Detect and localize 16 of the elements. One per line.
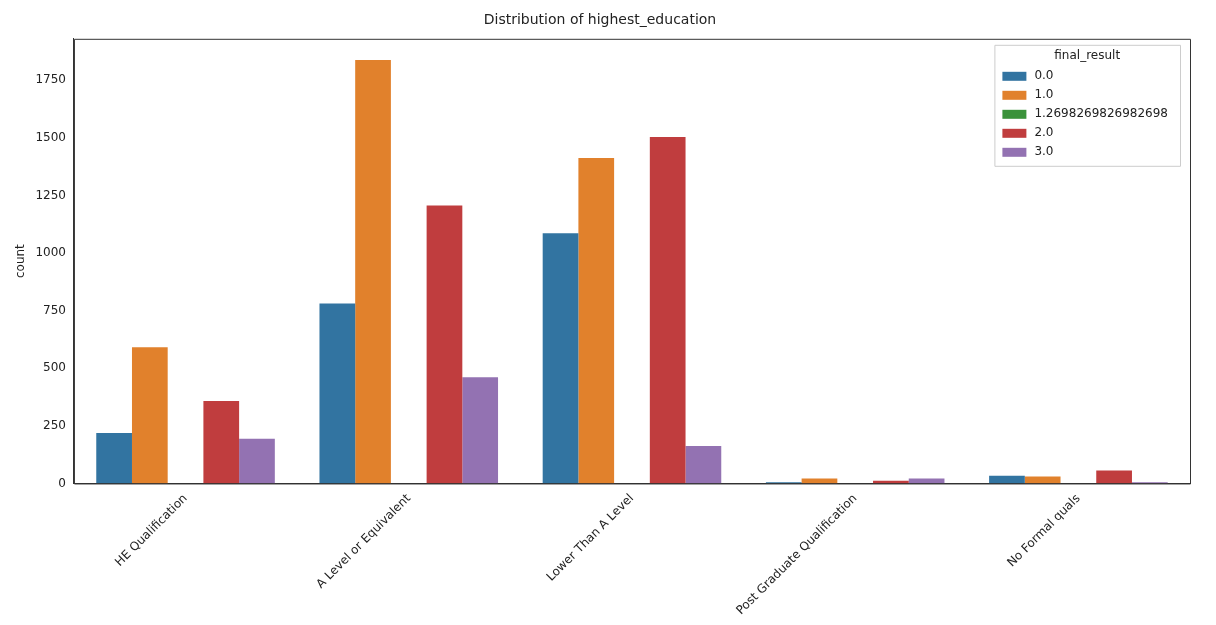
y-tick-label: 250 <box>43 417 66 432</box>
legend-title: final_result <box>1054 47 1121 62</box>
legend-label: 1.0 <box>1034 86 1054 101</box>
y-tick-label: 500 <box>43 360 66 375</box>
legend-label: 1.2698269826982698 <box>1034 105 1168 120</box>
chart-title: Distribution of highest_education <box>483 11 717 28</box>
y-tick-label: 0 <box>58 475 66 490</box>
y-tick-label: 750 <box>43 302 66 317</box>
y-axis-title: count <box>13 243 28 279</box>
y-tick-label: 1000 <box>35 245 66 260</box>
legend-label: 3.0 <box>1034 143 1054 158</box>
y-tick-label: 1250 <box>35 187 66 202</box>
legend-label: 2.0 <box>1034 124 1054 139</box>
y-tick-label: 1500 <box>35 129 66 144</box>
legend-label: 0.0 <box>1034 67 1054 82</box>
y-tick-label: 1750 <box>35 72 66 87</box>
